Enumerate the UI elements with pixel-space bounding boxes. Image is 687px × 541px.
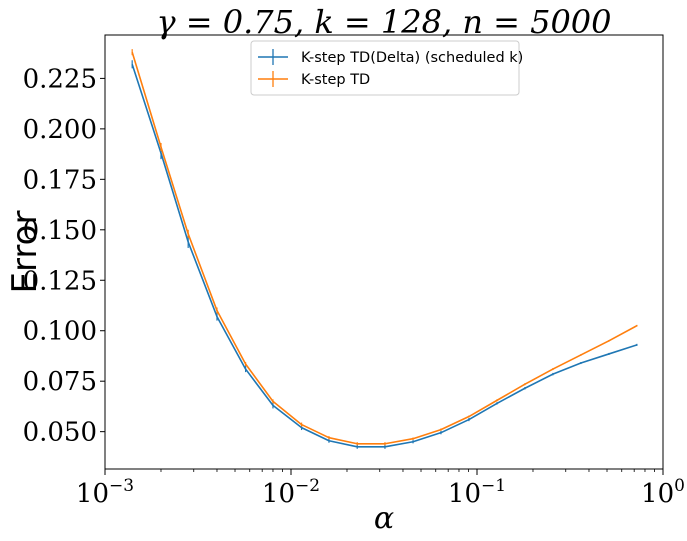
y-tick-label: 0.075 [23,367,97,397]
legend-label: K-step TD(Delta) (scheduled k) [301,50,523,66]
legend: K-step TD(Delta) (scheduled k) K-step TD [250,40,523,96]
series-group [131,49,638,446]
x-tick-label: 10−2 [262,476,320,509]
y-tick-label: 0.225 [23,64,97,94]
legend-box [250,40,520,96]
legend-entry: K-step TD [258,71,370,88]
legend-entry: K-step TD(Delta) (scheduled k) [258,49,523,66]
y-tick-label: 0.050 [23,418,97,448]
x-tick-label: 10−3 [76,476,134,509]
x-tick-label: 100 [641,476,685,509]
plot-frame [104,34,664,470]
y-axis: 0.050 0.075 0.100 0.125 0.150 0.175 0.200 0.225 [23,64,105,448]
y-tick-label: 0.150 [23,216,97,246]
legend-label: K-step TD [301,72,370,88]
series-layer [131,49,638,449]
y-tick-label: 0.200 [23,115,97,145]
y-tick-label: 0.175 [23,165,97,195]
x-tick-label: 10−1 [448,476,506,509]
series-group [131,60,638,449]
series-line [131,51,638,445]
series-line [131,64,638,448]
y-axis-label: Error [5,211,45,294]
y-tick-label: 0.100 [23,317,97,347]
x-axis-label: α [374,501,394,536]
y-tick-label: 0.125 [23,266,97,296]
x-axis: 10−3 10−2 10−1 100 [76,469,685,509]
